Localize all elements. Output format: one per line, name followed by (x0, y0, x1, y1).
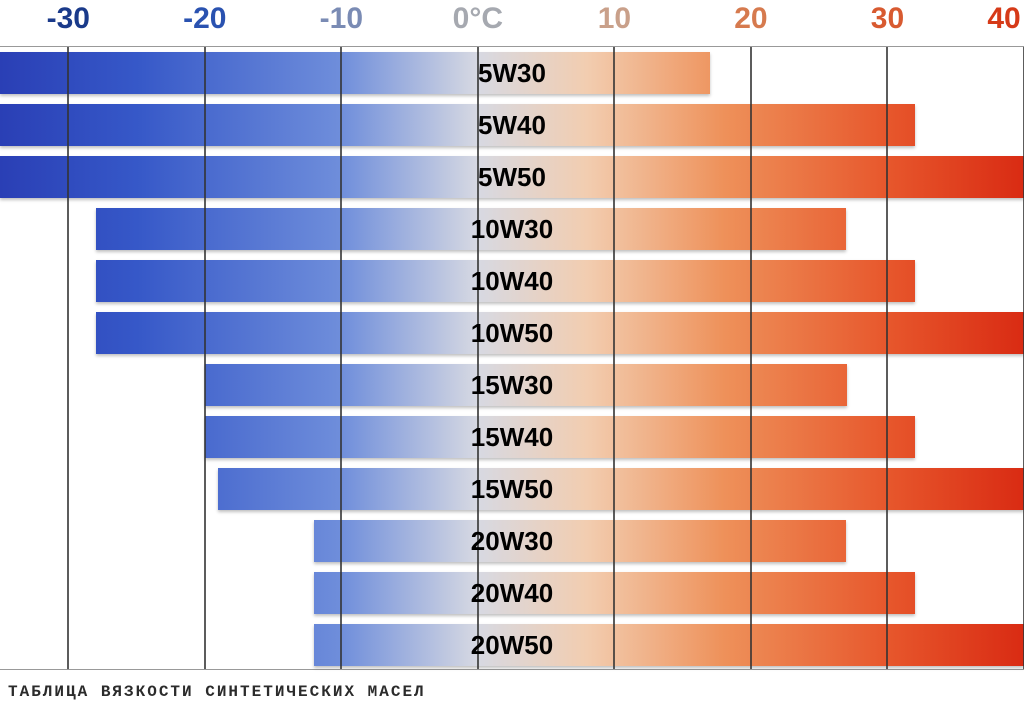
gridline (204, 47, 206, 669)
gridline (750, 47, 752, 669)
bar-row: 5W50 (0, 156, 1024, 198)
x-tick-label: 40 (987, 2, 1020, 36)
gridline (340, 47, 342, 669)
gridline (613, 47, 615, 669)
viscosity-chart: -30 -20 -10 0°C 10 20 30 40 5W30 5W40 5W50 10W30 10… (0, 0, 1024, 705)
bar-row: 10W40 (0, 260, 1024, 302)
viscosity-bar (314, 624, 1024, 666)
plot-area: 5W30 5W40 5W50 10W30 10W40 10W50 15W30 15W40 15W… (0, 46, 1024, 670)
x-tick-label: 0°C (453, 2, 503, 36)
x-tick-label: 10 (598, 2, 631, 36)
viscosity-bar (205, 416, 915, 458)
viscosity-bar (314, 520, 846, 562)
bar-row: 10W30 (0, 208, 1024, 250)
viscosity-bar (0, 104, 915, 146)
bar-row: 15W40 (0, 416, 1024, 458)
bar-row: 5W40 (0, 104, 1024, 146)
gridline (477, 47, 479, 669)
x-tick-label: 20 (734, 2, 767, 36)
bar-row: 20W50 (0, 624, 1024, 666)
bar-row: 10W50 (0, 312, 1024, 354)
gridline (886, 47, 888, 669)
chart-caption: Таблица вязкости синтетических масел (8, 683, 426, 701)
x-tick-label: -20 (183, 2, 226, 36)
x-axis: -30 -20 -10 0°C 10 20 30 40 (0, 2, 1024, 46)
x-tick-label: -30 (47, 2, 90, 36)
gridline (67, 47, 69, 669)
bar-row: 15W50 (0, 468, 1024, 510)
viscosity-bar (218, 468, 1024, 510)
viscosity-bar (0, 156, 1024, 198)
viscosity-bar (96, 208, 847, 250)
viscosity-bar (96, 260, 915, 302)
bar-row: 15W30 (0, 364, 1024, 406)
viscosity-bar (0, 52, 710, 94)
x-tick-label: -10 (320, 2, 363, 36)
x-tick-label: 30 (871, 2, 904, 36)
bar-row: 20W30 (0, 520, 1024, 562)
bar-row: 5W30 (0, 52, 1024, 94)
viscosity-bar (96, 312, 1024, 354)
bar-row: 20W40 (0, 572, 1024, 614)
